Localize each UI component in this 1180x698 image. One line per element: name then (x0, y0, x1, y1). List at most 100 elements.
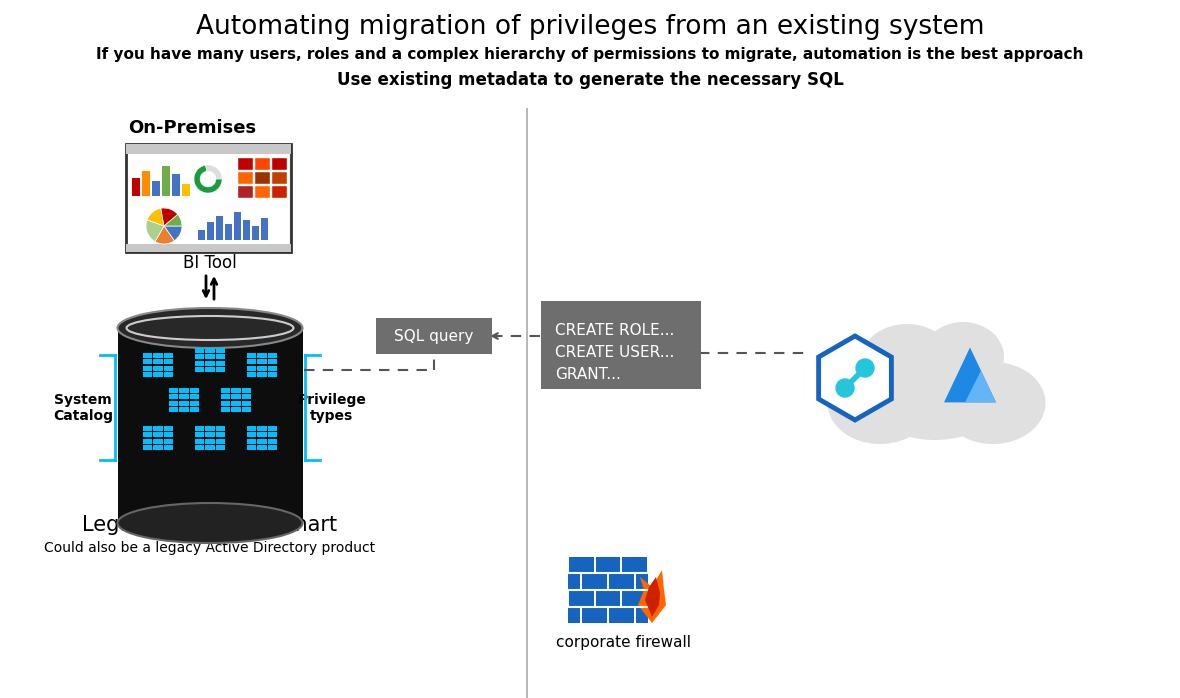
Text: Privilege
types: Privilege types (297, 393, 367, 423)
Wedge shape (160, 208, 178, 226)
FancyBboxPatch shape (162, 166, 170, 196)
FancyBboxPatch shape (127, 154, 289, 244)
FancyBboxPatch shape (205, 426, 215, 431)
FancyBboxPatch shape (247, 445, 256, 450)
FancyBboxPatch shape (153, 426, 163, 431)
FancyBboxPatch shape (216, 426, 225, 431)
Ellipse shape (827, 362, 932, 444)
FancyBboxPatch shape (164, 352, 173, 358)
Text: BI Tool: BI Tool (183, 254, 237, 272)
FancyBboxPatch shape (216, 348, 225, 352)
FancyBboxPatch shape (216, 361, 225, 366)
FancyBboxPatch shape (257, 372, 267, 378)
FancyBboxPatch shape (273, 172, 287, 184)
FancyBboxPatch shape (257, 359, 267, 364)
FancyBboxPatch shape (273, 186, 287, 198)
FancyBboxPatch shape (143, 352, 152, 358)
FancyBboxPatch shape (540, 301, 701, 389)
Text: If you have many users, roles and a complex hierarchy of permissions to migrate,: If you have many users, roles and a comp… (97, 47, 1083, 63)
FancyBboxPatch shape (164, 445, 173, 450)
Text: Automating migration of privileges from an existing system: Automating migration of privileges from … (196, 14, 984, 40)
FancyBboxPatch shape (143, 426, 152, 431)
FancyBboxPatch shape (195, 432, 204, 438)
FancyBboxPatch shape (247, 439, 256, 444)
FancyBboxPatch shape (143, 366, 152, 371)
Polygon shape (965, 371, 996, 403)
FancyBboxPatch shape (247, 359, 256, 364)
Text: CREATE USER...: CREATE USER... (555, 345, 675, 360)
FancyBboxPatch shape (255, 158, 270, 170)
FancyBboxPatch shape (622, 591, 647, 606)
FancyBboxPatch shape (153, 359, 163, 364)
FancyBboxPatch shape (568, 608, 581, 623)
FancyBboxPatch shape (205, 432, 215, 438)
FancyBboxPatch shape (261, 218, 268, 240)
FancyBboxPatch shape (247, 366, 256, 371)
FancyBboxPatch shape (164, 366, 173, 371)
FancyBboxPatch shape (609, 608, 634, 623)
FancyBboxPatch shape (164, 439, 173, 444)
Text: SQL query: SQL query (394, 329, 473, 343)
Polygon shape (638, 570, 666, 623)
FancyBboxPatch shape (205, 361, 215, 366)
FancyBboxPatch shape (190, 407, 199, 413)
FancyBboxPatch shape (126, 144, 291, 154)
FancyBboxPatch shape (153, 372, 163, 378)
Text: corporate firewall: corporate firewall (556, 634, 690, 650)
FancyBboxPatch shape (143, 372, 152, 378)
Wedge shape (164, 214, 182, 226)
Circle shape (856, 359, 874, 377)
FancyBboxPatch shape (231, 387, 241, 393)
FancyBboxPatch shape (216, 432, 225, 438)
FancyBboxPatch shape (596, 557, 621, 572)
FancyBboxPatch shape (216, 216, 223, 240)
FancyBboxPatch shape (132, 178, 140, 196)
Wedge shape (155, 226, 175, 244)
Text: System
Catalog: System Catalog (53, 393, 113, 423)
FancyBboxPatch shape (205, 439, 215, 444)
FancyBboxPatch shape (164, 432, 173, 438)
FancyBboxPatch shape (143, 445, 152, 450)
FancyBboxPatch shape (376, 318, 492, 354)
FancyBboxPatch shape (152, 181, 160, 196)
FancyBboxPatch shape (247, 372, 256, 378)
FancyBboxPatch shape (126, 144, 291, 252)
FancyBboxPatch shape (268, 352, 277, 358)
FancyBboxPatch shape (231, 401, 241, 406)
FancyBboxPatch shape (257, 445, 267, 450)
FancyBboxPatch shape (238, 158, 253, 170)
Wedge shape (148, 208, 164, 226)
FancyBboxPatch shape (164, 426, 173, 431)
FancyBboxPatch shape (198, 230, 205, 240)
FancyBboxPatch shape (247, 352, 256, 358)
FancyBboxPatch shape (153, 366, 163, 371)
FancyBboxPatch shape (216, 354, 225, 359)
FancyBboxPatch shape (126, 244, 291, 252)
FancyBboxPatch shape (153, 352, 163, 358)
Ellipse shape (859, 324, 955, 402)
FancyBboxPatch shape (268, 426, 277, 431)
FancyBboxPatch shape (231, 394, 241, 399)
FancyBboxPatch shape (221, 394, 230, 399)
FancyBboxPatch shape (179, 401, 189, 406)
FancyBboxPatch shape (190, 394, 199, 399)
FancyBboxPatch shape (216, 367, 225, 372)
Text: Legacy DW or data mart: Legacy DW or data mart (83, 515, 337, 535)
Text: GRANT...: GRANT... (555, 367, 621, 382)
FancyBboxPatch shape (609, 574, 634, 589)
FancyBboxPatch shape (143, 439, 152, 444)
FancyBboxPatch shape (206, 222, 214, 240)
FancyBboxPatch shape (164, 372, 173, 378)
Ellipse shape (940, 362, 1045, 444)
FancyBboxPatch shape (622, 557, 647, 572)
FancyBboxPatch shape (636, 608, 648, 623)
FancyBboxPatch shape (242, 394, 251, 399)
FancyBboxPatch shape (195, 445, 204, 450)
FancyBboxPatch shape (169, 401, 178, 406)
Text: CREATE ROLE...: CREATE ROLE... (555, 323, 675, 338)
FancyBboxPatch shape (179, 394, 189, 399)
FancyBboxPatch shape (583, 574, 607, 589)
Text: Use existing metadata to generate the necessary SQL: Use existing metadata to generate the ne… (336, 71, 844, 89)
FancyBboxPatch shape (268, 445, 277, 450)
Text: Could also be a legacy Active Directory product: Could also be a legacy Active Directory … (45, 541, 375, 555)
